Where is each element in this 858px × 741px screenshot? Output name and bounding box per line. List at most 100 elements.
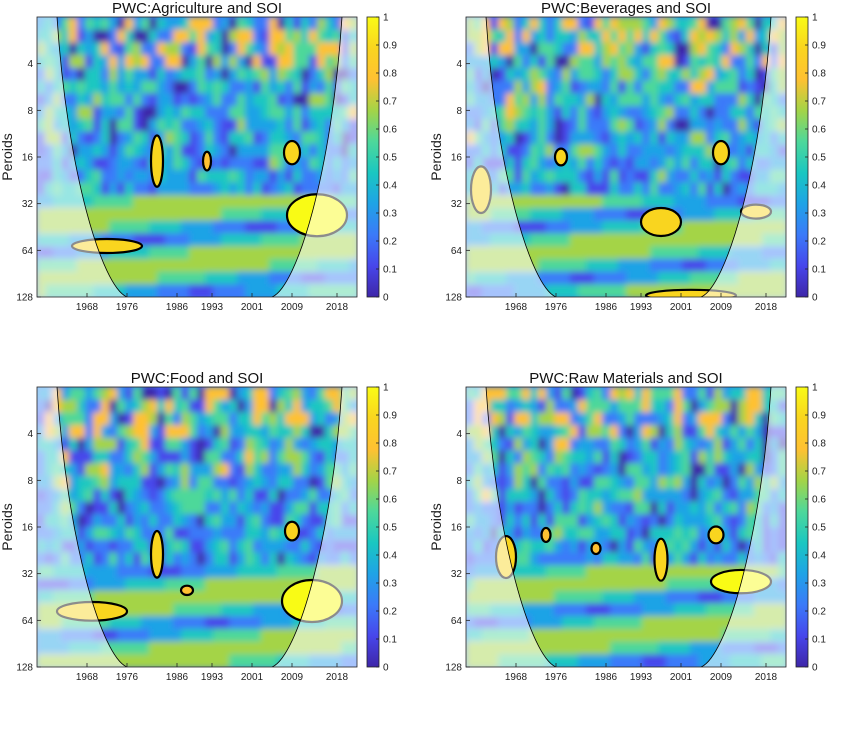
colorbar-tick-label: 0.1	[383, 265, 397, 276]
colorbar-tick-label: 0.5	[812, 523, 826, 534]
colorbar-tick-label: 0.1	[812, 635, 826, 646]
x-tick-label: 2001	[241, 302, 264, 313]
x-tick-label: 2018	[755, 302, 778, 313]
significant-region	[707, 525, 725, 545]
coi-shading	[37, 387, 357, 667]
coi-shading	[466, 17, 786, 297]
x-tick-label: 2009	[281, 302, 304, 313]
coherence-chart-raw-materials: PWC:Raw Materials and SOI Peroids 4 8 16 32 64…	[429, 370, 826, 683]
x-tick-label: 1968	[505, 302, 528, 313]
significant-region	[639, 206, 683, 238]
colorbar-tick-label: 0.6	[812, 125, 826, 136]
y-tick-label: 4	[27, 59, 33, 70]
x-tick-label: 2001	[670, 672, 693, 683]
y-tick-label: 8	[456, 476, 462, 487]
panel-raw-materials: PWC:Raw Materials and SOI Peroids 4 8 16 32 64…	[429, 370, 858, 740]
significant-region	[149, 529, 165, 579]
colorbar-tick-label: 0.6	[383, 125, 397, 136]
x-tick-label: 1986	[595, 302, 618, 313]
x-tick-label: 1986	[166, 672, 189, 683]
x-tick-label: 1993	[201, 302, 224, 313]
colorbar-tick-label: 0.3	[383, 579, 397, 590]
panel-agriculture: PWC:Agriculture and SOI Peroids 4 8 16 32 64 12…	[0, 0, 429, 370]
y-tick-label: 16	[22, 523, 34, 534]
y-tick-label: 16	[451, 153, 463, 164]
x-tick-label: 2009	[281, 672, 304, 683]
coherence-chart-food: PWC:Food and SOI Peroids 4 8 16 32 64 128 1968 19…	[0, 370, 397, 683]
colorbar-tick-label: 0.1	[383, 635, 397, 646]
colorbar-tick-label: 0.9	[383, 41, 397, 52]
y-tick-label: 4	[456, 59, 462, 70]
colorbar-tick-label: 0.4	[383, 551, 397, 562]
significant-region	[553, 147, 569, 167]
colorbar-tick-label: 0.3	[812, 209, 826, 220]
y-tick-label: 8	[27, 106, 33, 117]
cone-of-influence	[37, 17, 357, 297]
colorbar-tick-label: 0.7	[812, 467, 826, 478]
x-tick-label: 2001	[670, 302, 693, 313]
chart-title: PWC:Food and SOI	[131, 370, 264, 387]
panel-food: PWC:Food and SOI Peroids 4 8 16 32 64 128 1968 19…	[0, 370, 429, 740]
x-tick-label: 1976	[116, 302, 139, 313]
colorbar-tick-label: 1	[812, 13, 818, 24]
coi-line-right	[271, 387, 343, 667]
colorbar-tick-label: 0.4	[812, 551, 826, 562]
significant-region	[540, 526, 552, 544]
coherence-chart-beverages: PWC:Beverages and SOI Peroids 4 8 16 32 64 128 1…	[429, 0, 826, 313]
colorbar-tick-label: 0.5	[812, 153, 826, 164]
y-tick-label: 64	[22, 616, 34, 627]
colorbar-tick-label: 0.3	[812, 579, 826, 590]
colorbar-tick-label: 0.4	[812, 181, 826, 192]
x-tick-label: 2018	[326, 302, 349, 313]
y-tick-label: 64	[451, 246, 463, 257]
y-tick-label: 4	[456, 429, 462, 440]
chart-title: PWC:Beverages and SOI	[541, 0, 711, 17]
cone-of-influence	[466, 387, 786, 667]
y-tick-label: 64	[22, 246, 34, 257]
y-tick-label: 8	[27, 476, 33, 487]
y-axis-label: Peroids	[0, 503, 15, 550]
colorbar-tick-label: 0	[812, 293, 818, 304]
y-tick-label: 128	[445, 663, 462, 674]
coi-line-right	[271, 17, 343, 297]
y-axis-label: Peroids	[429, 133, 444, 180]
colorbar-tick-label: 0.9	[812, 411, 826, 422]
y-tick-label: 128	[445, 293, 462, 304]
panel-beverages: PWC:Beverages and SOI Peroids 4 8 16 32 64 128 1…	[429, 0, 858, 370]
x-tick-label: 1993	[630, 302, 653, 313]
chart-title: PWC:Raw Materials and SOI	[529, 370, 722, 387]
colorbar-tick-label: 0.5	[383, 523, 397, 534]
colorbar-tick-label: 0	[383, 293, 389, 304]
colorbar-tick-label: 1	[383, 383, 389, 394]
x-tick-label: 2018	[326, 672, 349, 683]
colorbar-tick-label: 0.4	[383, 181, 397, 192]
colorbar-tick-label: 0.8	[812, 439, 826, 450]
x-tick-label: 2018	[755, 672, 778, 683]
y-tick-label: 64	[451, 616, 463, 627]
colorbar-tick-label: 0.9	[383, 411, 397, 422]
x-tick-label: 1968	[76, 672, 99, 683]
significant-region	[201, 150, 213, 172]
chart-title: PWC:Agriculture and SOI	[112, 0, 282, 17]
colorbar-tick-label: 0.2	[383, 237, 397, 248]
colorbar-tick-label: 0.6	[383, 495, 397, 506]
y-tick-label: 32	[451, 199, 463, 210]
x-tick-label: 1986	[595, 672, 618, 683]
colorbar-tick-label: 0.2	[383, 607, 397, 618]
cone-of-influence	[37, 387, 357, 667]
colorbar-tick-label: 1	[383, 13, 389, 24]
colorbar-tick-label: 0	[812, 663, 818, 674]
y-tick-label: 8	[456, 106, 462, 117]
colorbar-tick-label: 1	[812, 383, 818, 394]
colorbar-tick-label: 0.5	[383, 153, 397, 164]
colorbar-tick-label: 0.9	[812, 41, 826, 52]
colorbar-tick-label: 0.2	[812, 237, 826, 248]
y-tick-label: 32	[22, 569, 34, 580]
significant-region	[283, 520, 301, 542]
coi-line-right	[700, 387, 772, 667]
cone-of-influence	[466, 17, 786, 297]
y-tick-label: 32	[451, 569, 463, 580]
significant-region	[590, 541, 602, 556]
x-tick-label: 1976	[545, 302, 568, 313]
y-tick-label: 32	[22, 199, 34, 210]
